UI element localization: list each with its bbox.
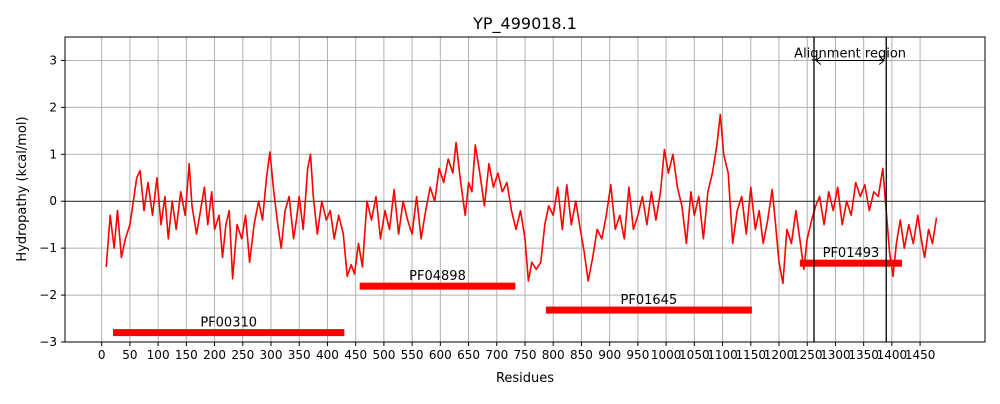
domain-bar-pf00310 (112, 329, 345, 337)
x-tick-label: 300 (260, 348, 283, 362)
x-tick-label: 850 (570, 348, 593, 362)
x-tick-label: 100 (147, 348, 170, 362)
x-tick-label: 450 (344, 348, 367, 362)
x-tick-label: 0 (98, 348, 106, 362)
x-tick-label: 50 (122, 348, 137, 362)
x-tick-label: 550 (401, 348, 424, 362)
x-tick-label: 200 (203, 348, 226, 362)
y-tick-label: −3 (39, 335, 57, 349)
x-tick-label: 1400 (877, 348, 908, 362)
domain-bar-pf01493 (799, 259, 903, 267)
domain-bar-pf04898 (359, 282, 516, 290)
y-tick-label: 0 (49, 194, 57, 208)
y-tick-label: 2 (49, 100, 57, 114)
hydropathy-series-line (105, 113, 938, 285)
x-tick-label: 800 (542, 348, 565, 362)
x-tick-label: 500 (372, 348, 395, 362)
x-tick-label: 1450 (905, 348, 936, 362)
domain-label-pf01493: PF01493 (823, 246, 880, 261)
x-tick-label: 600 (429, 348, 452, 362)
x-tick-label: 1200 (764, 348, 795, 362)
x-tick-label: 650 (457, 348, 480, 362)
tick-layer: 0 50 100 150 200 250 300 350 400 450 500 550 600 650 7… (39, 53, 935, 362)
x-tick-label: 1050 (679, 348, 710, 362)
x-tick-label: 150 (175, 348, 198, 362)
alignment-region-layer: Alignment region (794, 37, 906, 342)
x-tick-label: 950 (626, 348, 649, 362)
chart-title: YP_499018.1 (472, 14, 577, 34)
x-tick-label: 1100 (707, 348, 738, 362)
y-axis-label: Hydropathy (kcal/mol) (15, 116, 30, 261)
alignment-arrow-right-head (878, 56, 886, 65)
y-tick-label: −2 (39, 288, 57, 302)
x-tick-label: 900 (598, 348, 621, 362)
y-tick-label: −1 (39, 241, 57, 255)
x-tick-label: 400 (316, 348, 339, 362)
x-tick-label: 1300 (820, 348, 851, 362)
x-tick-label: 250 (231, 348, 254, 362)
domain-layer: PF00310 PF04898 PF01645 PF01493 (112, 246, 903, 337)
x-tick-label: 1350 (848, 348, 879, 362)
y-tick-label: 1 (49, 147, 57, 161)
x-axis-label: Residues (496, 371, 554, 386)
x-tick-label: 1000 (651, 348, 682, 362)
x-tick-label: 1150 (735, 348, 766, 362)
domain-label-pf00310: PF00310 (200, 316, 257, 331)
alignment-arrow-left-head (815, 56, 822, 65)
grid-layer (65, 37, 985, 343)
x-tick-label: 350 (288, 348, 311, 362)
x-tick-label: 1250 (792, 348, 823, 362)
domain-label-pf04898: PF04898 (409, 269, 466, 284)
domain-label-pf01645: PF01645 (621, 293, 678, 308)
alignment-region-label: Alignment region (794, 46, 906, 61)
domain-bar-pf01645 (545, 306, 752, 314)
x-tick-label: 750 (514, 348, 537, 362)
x-tick-label: 700 (485, 348, 508, 362)
series-layer (105, 113, 938, 285)
y-tick-label: 3 (49, 53, 57, 67)
